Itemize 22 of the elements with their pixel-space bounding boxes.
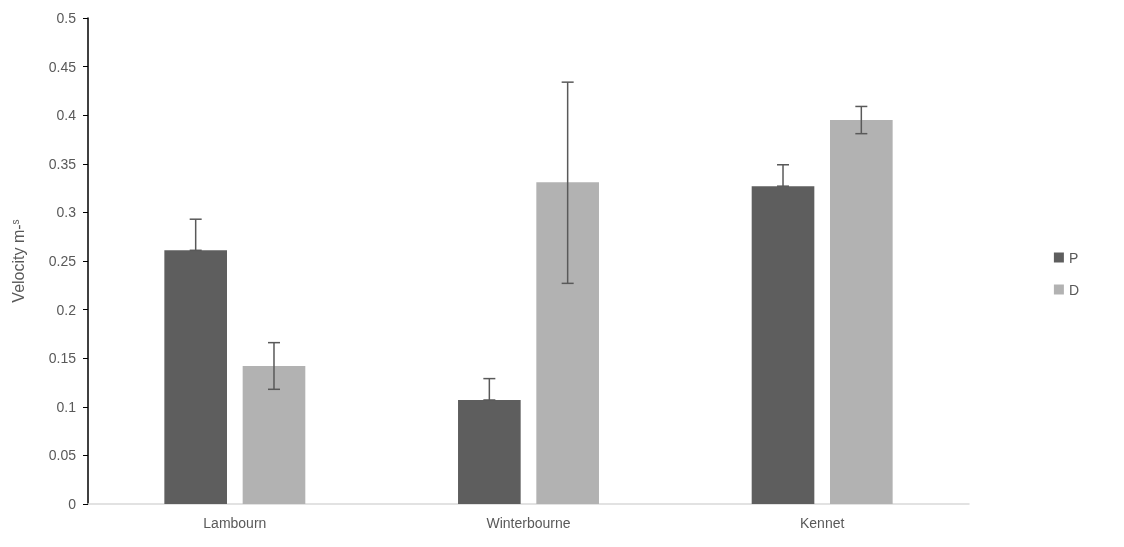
legend-label: D	[1068, 281, 1080, 298]
x-tick-label: Winterbourne	[486, 515, 571, 531]
y-tick-label: 0.35	[48, 155, 77, 172]
y-axis-title: Velocity m-s	[9, 219, 27, 303]
x-tick-label: Lambourn	[203, 515, 267, 531]
bar	[830, 120, 893, 504]
y-tick-label: 0.15	[48, 350, 77, 367]
y-tick-label: 0.1	[56, 398, 77, 415]
y-tick-label: 0.25	[48, 253, 77, 269]
y-tick-label: 0	[68, 496, 77, 512]
x-tick-label: Kennet	[799, 515, 845, 531]
y-tick-label: 0.2	[56, 301, 77, 318]
legend-label: P	[1068, 249, 1079, 266]
y-tick-label: 0.4	[56, 107, 77, 124]
bar	[536, 182, 599, 504]
bar	[458, 400, 521, 504]
y-tick-label: 0.5	[56, 10, 77, 26]
y-tick-label: 0.45	[48, 58, 77, 75]
y-tick-label: 0.05	[48, 447, 77, 464]
y-tick-label: 0.3	[56, 204, 77, 221]
bar	[242, 365, 306, 504]
bar	[751, 186, 815, 504]
